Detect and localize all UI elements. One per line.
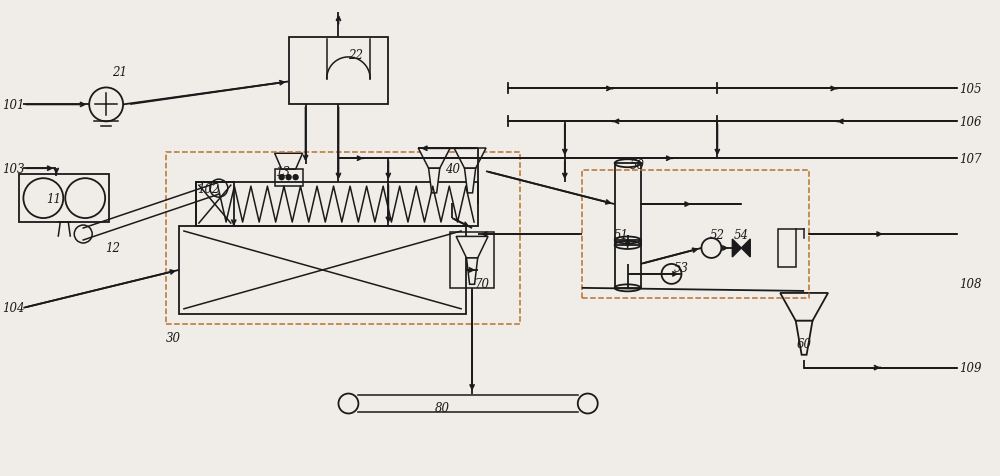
Text: 60: 60 xyxy=(797,337,812,350)
Text: 103: 103 xyxy=(2,162,25,175)
Text: 11: 11 xyxy=(46,192,61,205)
Bar xyxy=(615,240,641,288)
Text: 102: 102 xyxy=(198,182,220,195)
Text: 53: 53 xyxy=(674,262,689,275)
Text: 13: 13 xyxy=(275,165,290,178)
Polygon shape xyxy=(456,237,488,258)
Polygon shape xyxy=(796,321,812,355)
Circle shape xyxy=(286,175,291,180)
Circle shape xyxy=(279,175,284,180)
Text: 104: 104 xyxy=(2,302,25,315)
Bar xyxy=(275,170,303,187)
Circle shape xyxy=(293,175,298,180)
Polygon shape xyxy=(732,239,741,258)
Bar xyxy=(582,171,809,298)
Bar xyxy=(778,229,796,268)
Text: 21: 21 xyxy=(112,66,127,79)
Bar xyxy=(450,233,494,288)
Bar xyxy=(615,164,641,246)
Bar xyxy=(166,153,520,324)
Polygon shape xyxy=(466,258,478,285)
Text: 105: 105 xyxy=(959,83,982,96)
Text: 109: 109 xyxy=(959,361,982,374)
Polygon shape xyxy=(275,154,303,170)
Polygon shape xyxy=(465,169,476,193)
Polygon shape xyxy=(418,149,450,169)
Text: 70: 70 xyxy=(475,278,490,291)
Text: 12: 12 xyxy=(106,242,121,255)
Bar xyxy=(289,38,388,105)
Bar xyxy=(196,183,234,227)
Bar xyxy=(196,183,478,227)
Polygon shape xyxy=(454,149,486,169)
Text: 106: 106 xyxy=(959,116,982,129)
Polygon shape xyxy=(429,169,440,193)
Bar xyxy=(19,175,109,223)
Text: 50: 50 xyxy=(630,159,645,171)
Polygon shape xyxy=(780,293,828,321)
Polygon shape xyxy=(741,239,750,258)
Text: 101: 101 xyxy=(2,99,25,112)
Text: 22: 22 xyxy=(348,49,363,62)
Text: 30: 30 xyxy=(165,331,180,345)
Bar xyxy=(179,227,466,314)
Text: 51: 51 xyxy=(614,228,629,241)
Text: 107: 107 xyxy=(959,152,982,165)
Text: 80: 80 xyxy=(435,401,450,414)
Text: 108: 108 xyxy=(959,278,982,291)
Text: 40: 40 xyxy=(445,162,460,175)
Text: 54: 54 xyxy=(734,228,749,241)
Text: 52: 52 xyxy=(710,228,725,241)
